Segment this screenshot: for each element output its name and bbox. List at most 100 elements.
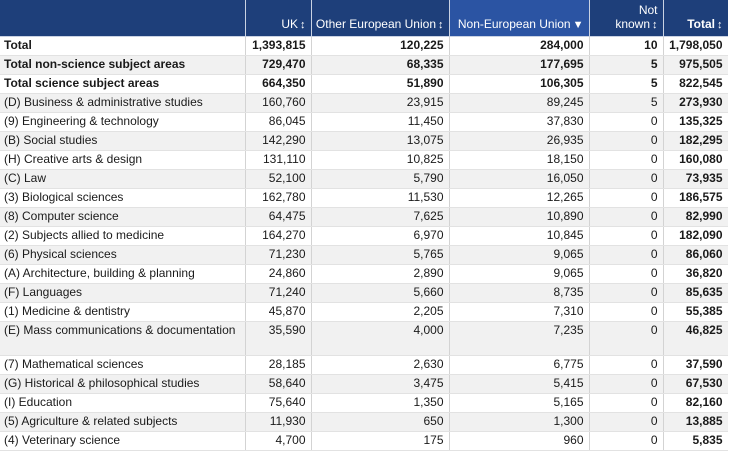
cell-other-eu: 250 <box>311 450 450 451</box>
row-subject-label: (A) Architecture, building & planning <box>0 264 246 284</box>
cell-uk: 4,700 <box>245 431 312 451</box>
header-subject-area <box>0 0 246 37</box>
row-subject-label: (E) Mass communications & documentation <box>0 321 246 356</box>
cell-total: 182,090 <box>663 226 728 246</box>
cell-not-known: 0 <box>589 131 664 151</box>
cell-other-eu: 51,890 <box>311 74 450 94</box>
row-subject-label: Total non-science subject areas <box>0 55 246 75</box>
row-subject-label: (3) Biological sciences <box>0 188 246 208</box>
cell-total: 46,825 <box>663 321 728 356</box>
sort-arrows-icon: ↕ <box>652 19 658 31</box>
cell-total: 975,505 <box>663 55 728 75</box>
row-subject-label: (H) Creative arts & design <box>0 150 246 170</box>
cell-not-known: 0 <box>589 283 664 303</box>
cell-total: 822,545 <box>663 74 728 94</box>
cell-other-eu: 5,765 <box>311 245 450 265</box>
header-non-eu-sortable[interactable]: Non-European Union ▼ <box>449 0 590 37</box>
table-row: (J) Combined2,10025076503,115 <box>0 450 728 451</box>
cell-other-eu: 23,915 <box>311 93 450 113</box>
table-row: (I) Education 75,640 1,350 5,165 0 82,160 <box>0 393 728 413</box>
sort-arrows-icon: ↕ <box>300 19 306 31</box>
cell-non-eu: 284,000 <box>449 36 590 56</box>
header-not-known-label: Not known <box>615 3 658 31</box>
cell-not-known: 0 <box>589 450 664 451</box>
cell-uk: 11,930 <box>245 412 312 432</box>
cell-not-known: 0 <box>589 112 664 132</box>
cell-uk: 1,393,815 <box>245 36 312 56</box>
cell-not-known: 0 <box>589 245 664 265</box>
cell-uk: 142,290 <box>245 131 312 151</box>
header-uk-label: UK <box>281 17 298 31</box>
cell-non-eu: 9,065 <box>449 264 590 284</box>
cell-total: 82,990 <box>663 207 728 227</box>
row-subject-label: (D) Business & administrative studies <box>0 93 246 113</box>
cell-other-eu: 175 <box>311 431 450 451</box>
table-body: Total 1,393,815 120,225 284,000 10 1,798,050 T… <box>0 36 728 451</box>
sort-arrows-icon: ↕ <box>717 19 723 31</box>
table-row: (7) Mathematical sciences 28,185 2,630 6,77… <box>0 355 728 375</box>
cell-total: 85,635 <box>663 283 728 303</box>
cell-non-eu: 89,245 <box>449 93 590 113</box>
cell-not-known: 0 <box>589 188 664 208</box>
cell-uk: 162,780 <box>245 188 312 208</box>
cell-not-known: 0 <box>589 412 664 432</box>
cell-non-eu: 10,890 <box>449 207 590 227</box>
table-row: (C) Law 52,100 5,790 16,050 0 73,935 <box>0 169 728 189</box>
cell-uk: 71,240 <box>245 283 312 303</box>
table-row: (4) Veterinary science 4,700 175 960 0 5,835 <box>0 431 728 451</box>
cell-total: 67,530 <box>663 374 728 394</box>
cell-other-eu: 2,630 <box>311 355 450 375</box>
row-subject-label: (4) Veterinary science <box>0 431 246 451</box>
cell-non-eu: 765 <box>449 450 590 451</box>
cell-uk: 64,475 <box>245 207 312 227</box>
cell-uk: 164,270 <box>245 226 312 246</box>
cell-uk: 71,230 <box>245 245 312 265</box>
header-not-known-sortable[interactable]: Not known ↕ <box>589 0 664 37</box>
header-other-eu-sortable[interactable]: Other European Union ↕ <box>311 0 450 37</box>
cell-non-eu: 7,235 <box>449 321 590 356</box>
cell-other-eu: 11,530 <box>311 188 450 208</box>
cell-non-eu: 8,735 <box>449 283 590 303</box>
header-uk-sortable[interactable]: UK ↕ <box>245 0 312 37</box>
cell-other-eu: 7,625 <box>311 207 450 227</box>
cell-non-eu: 106,305 <box>449 74 590 94</box>
cell-other-eu: 11,450 <box>311 112 450 132</box>
cell-total: 160,080 <box>663 150 728 170</box>
cell-non-eu: 18,150 <box>449 150 590 170</box>
table-row: (6) Physical sciences 71,230 5,765 9,065 0 86… <box>0 245 728 265</box>
cell-not-known: 0 <box>589 374 664 394</box>
table-row: Total non-science subject areas 729,470 68… <box>0 55 728 75</box>
cell-other-eu: 4,000 <box>311 321 450 356</box>
row-subject-label: (G) Historical & philosophical studies <box>0 374 246 394</box>
cell-non-eu: 960 <box>449 431 590 451</box>
row-subject-label: (J) Combined <box>0 450 246 451</box>
table-row: (2) Subjects allied to medicine 164,270 6,… <box>0 226 728 246</box>
cell-not-known: 0 <box>589 355 664 375</box>
cell-other-eu: 6,970 <box>311 226 450 246</box>
cell-total: 1,798,050 <box>663 36 728 56</box>
cell-other-eu: 650 <box>311 412 450 432</box>
cell-total: 182,295 <box>663 131 728 151</box>
cell-total: 273,930 <box>663 93 728 113</box>
row-subject-label: Total <box>0 36 246 56</box>
cell-uk: 160,760 <box>245 93 312 113</box>
cell-other-eu: 5,790 <box>311 169 450 189</box>
row-subject-label: (5) Agriculture & related subjects <box>0 412 246 432</box>
table-row: (3) Biological sciences 162,780 11,530 12,2… <box>0 188 728 208</box>
table-row: (5) Agriculture & related subjects 11,930… <box>0 412 728 432</box>
cell-non-eu: 5,165 <box>449 393 590 413</box>
cell-uk: 729,470 <box>245 55 312 75</box>
table-row: (8) Computer science 64,475 7,625 10,890 0 82… <box>0 207 728 227</box>
cell-non-eu: 5,415 <box>449 374 590 394</box>
cell-other-eu: 1,350 <box>311 393 450 413</box>
cell-total: 36,820 <box>663 264 728 284</box>
cell-non-eu: 7,310 <box>449 302 590 322</box>
cell-non-eu: 10,845 <box>449 226 590 246</box>
cell-not-known: 0 <box>589 431 664 451</box>
cell-non-eu: 9,065 <box>449 245 590 265</box>
cell-total: 86,060 <box>663 245 728 265</box>
header-total-sortable[interactable]: Total ↕ <box>663 0 728 37</box>
row-subject-label: (7) Mathematical sciences <box>0 355 246 375</box>
cell-not-known: 10 <box>589 36 664 56</box>
